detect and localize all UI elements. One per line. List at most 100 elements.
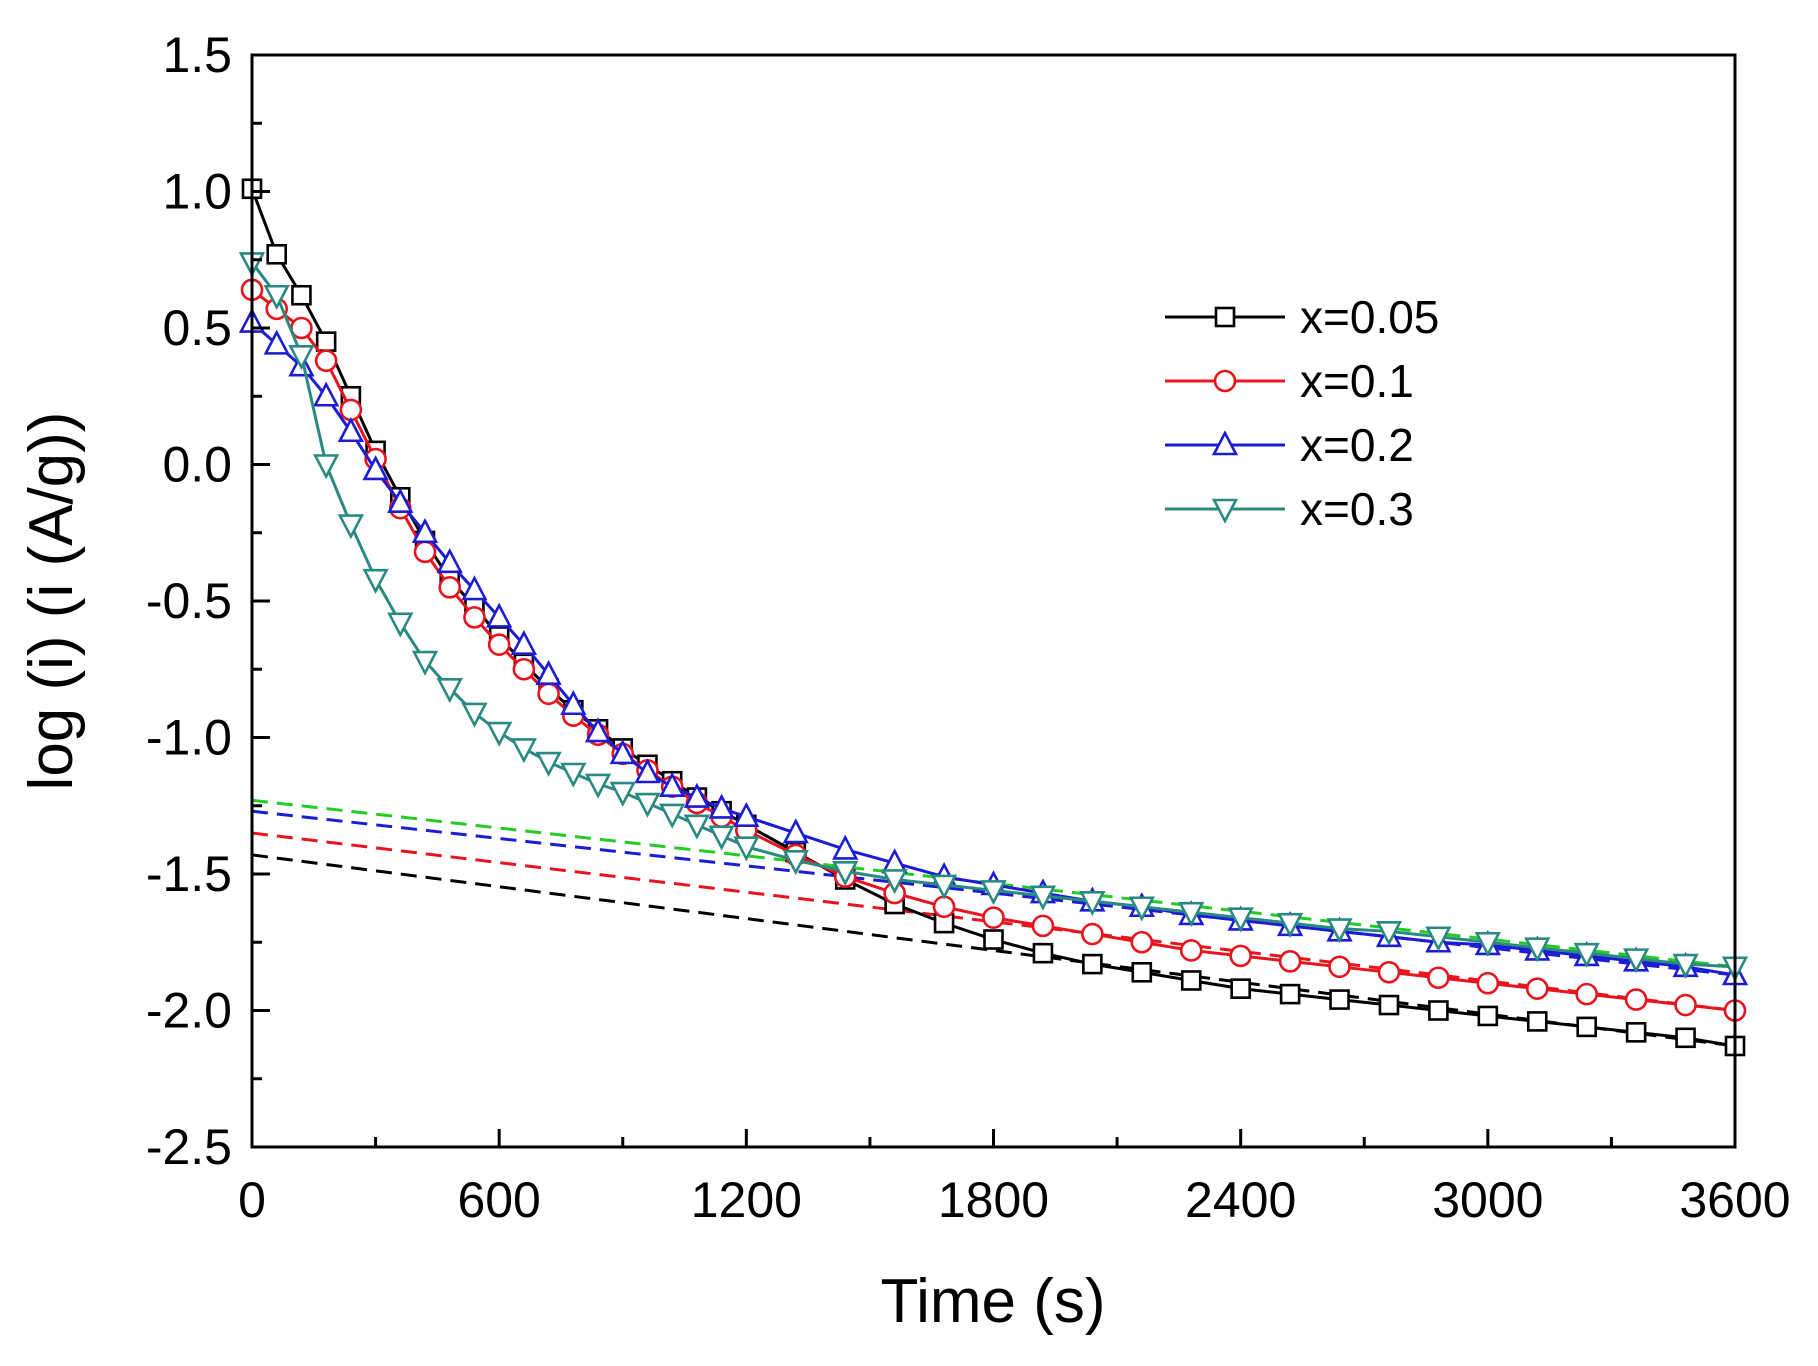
legend-item-2: x=0.1: [1165, 355, 1414, 407]
data-point: [1378, 994, 1400, 1016]
data-point: [510, 629, 538, 655]
data-point: [983, 929, 1004, 950]
data-point: [413, 540, 437, 564]
data-point: [1229, 944, 1252, 968]
data-point: [832, 860, 859, 887]
data-point: [438, 576, 462, 599]
data-point: [733, 801, 760, 827]
data-point: [315, 331, 337, 352]
data-point: [1130, 930, 1154, 954]
data-point: [560, 762, 587, 788]
data-point: [982, 906, 1005, 929]
data-point: [1032, 942, 1054, 964]
y-tick-label: 0.0: [162, 437, 232, 493]
data-point: [1276, 912, 1304, 938]
legend-marker: [1214, 306, 1236, 328]
data-point: [659, 771, 686, 797]
data-point: [263, 329, 290, 355]
y-tick-label: -2.5: [146, 1119, 232, 1175]
legend: x=0.05 x=0.1 x=0.2 x=0.3: [1165, 291, 1439, 535]
data-point: [535, 751, 562, 777]
x-tick-label: 2400: [1185, 1172, 1296, 1228]
data-point: [584, 773, 612, 799]
data-point: [337, 416, 365, 443]
data-point: [930, 874, 958, 900]
data-point: [387, 612, 414, 638]
data-point: [486, 721, 513, 747]
data-point: [1128, 896, 1155, 922]
data-point: [291, 284, 312, 306]
x-axis-title: Time (s): [881, 1267, 1106, 1336]
data-point: [1230, 978, 1251, 999]
data-point: [1328, 955, 1351, 979]
x-tick-label: 3000: [1432, 1172, 1543, 1228]
data-point: [461, 575, 488, 601]
data-point: [782, 850, 809, 876]
data-point: [1425, 926, 1452, 952]
data-point: [436, 547, 463, 574]
data-point: [487, 633, 511, 656]
data-point: [609, 781, 636, 807]
data-point: [1375, 921, 1403, 947]
data-point: [362, 568, 389, 594]
legend-item-3: x=0.2: [1165, 419, 1414, 471]
data-point: [263, 284, 290, 311]
data-point: [1672, 953, 1699, 979]
data-point: [1477, 1005, 1499, 1027]
data-point: [463, 606, 486, 629]
data-point: [1031, 914, 1055, 938]
x-tick-label: 600: [457, 1172, 540, 1228]
data-point: [411, 517, 439, 544]
data-point: [1329, 989, 1350, 1010]
data-point: [832, 834, 859, 860]
data-point: [1326, 918, 1353, 944]
y-tick-label: -2.0: [146, 983, 232, 1039]
data-point: [1178, 901, 1205, 928]
series-4: [238, 252, 1749, 982]
data-point: [1474, 931, 1501, 958]
data-point: [1674, 993, 1697, 1017]
data-point: [512, 657, 536, 681]
data-point: [560, 689, 587, 716]
legend-label: x=0.05: [1300, 291, 1439, 343]
legend-label: x=0.3: [1300, 483, 1414, 535]
data-point: [436, 678, 463, 704]
legend-marker: [1211, 498, 1239, 524]
y-tick-label: 1.5: [162, 27, 232, 83]
legend-label: x=0.2: [1300, 419, 1414, 471]
data-point: [708, 793, 735, 819]
data-point: [461, 702, 488, 728]
y-tick-label: -1.0: [146, 710, 232, 766]
data-point: [337, 514, 365, 540]
data-point: [1179, 939, 1203, 962]
y-axis-title: log (i) (i (A/g)): [17, 412, 86, 791]
data-point: [881, 869, 908, 895]
data-point: [1622, 948, 1650, 974]
data-point: [1576, 1016, 1597, 1038]
legend-label: x=0.1: [1300, 355, 1414, 407]
legend-marker: [1213, 369, 1237, 393]
data-point: [1279, 983, 1301, 1005]
data-point: [584, 717, 612, 743]
data-point: [313, 454, 340, 480]
data-point: [1428, 1000, 1449, 1021]
data-point: [634, 792, 661, 818]
data-point: [733, 836, 760, 862]
data-point: [782, 818, 809, 844]
axes: 0 600 1200 1800 2400 3000 3600 1.5 1.0 0.5 0.0 -0.5…: [146, 27, 1791, 1228]
data-point: [339, 398, 363, 422]
data-point: [980, 880, 1007, 906]
data-point: [1575, 982, 1598, 1006]
data-point: [708, 825, 735, 851]
data-point: [1427, 966, 1450, 990]
data-point: [313, 381, 340, 407]
data-point: [288, 344, 315, 371]
y-tick-label: -1.5: [146, 846, 232, 902]
data-point: [1625, 1022, 1647, 1043]
data-point: [1675, 1027, 1696, 1049]
data-point: [486, 602, 513, 628]
data-point: [537, 682, 560, 706]
data-point: [1180, 970, 1202, 991]
